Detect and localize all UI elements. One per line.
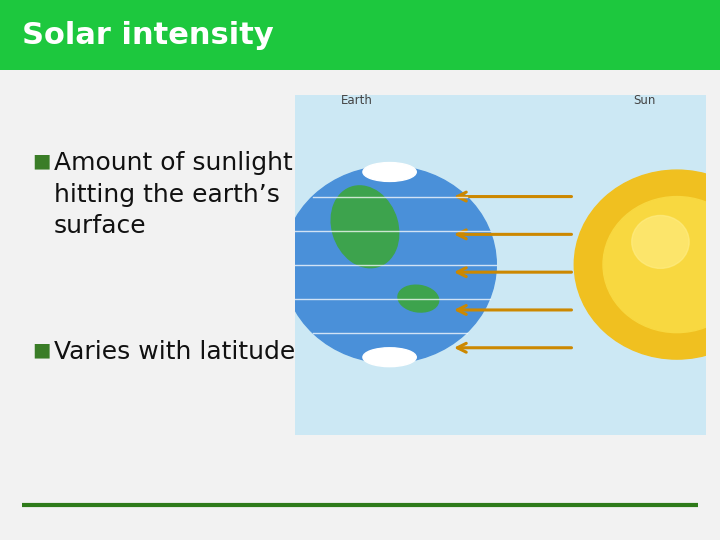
Text: Solar intensity: Solar intensity [22, 21, 274, 50]
Circle shape [575, 170, 720, 359]
Circle shape [631, 215, 689, 268]
Ellipse shape [331, 186, 399, 268]
Circle shape [603, 197, 720, 333]
Circle shape [283, 166, 496, 363]
Text: ■: ■ [32, 340, 51, 359]
Text: ■: ■ [32, 151, 51, 170]
Text: Varies with latitude: Varies with latitude [54, 340, 295, 364]
Text: Sun: Sun [633, 94, 655, 107]
Text: Amount of sunlight
hitting the earth’s
surface: Amount of sunlight hitting the earth’s s… [54, 151, 293, 238]
Ellipse shape [398, 285, 438, 312]
FancyBboxPatch shape [295, 94, 706, 435]
Ellipse shape [363, 348, 416, 367]
Text: Earth: Earth [341, 94, 373, 107]
FancyBboxPatch shape [0, 0, 720, 70]
Ellipse shape [363, 163, 416, 181]
